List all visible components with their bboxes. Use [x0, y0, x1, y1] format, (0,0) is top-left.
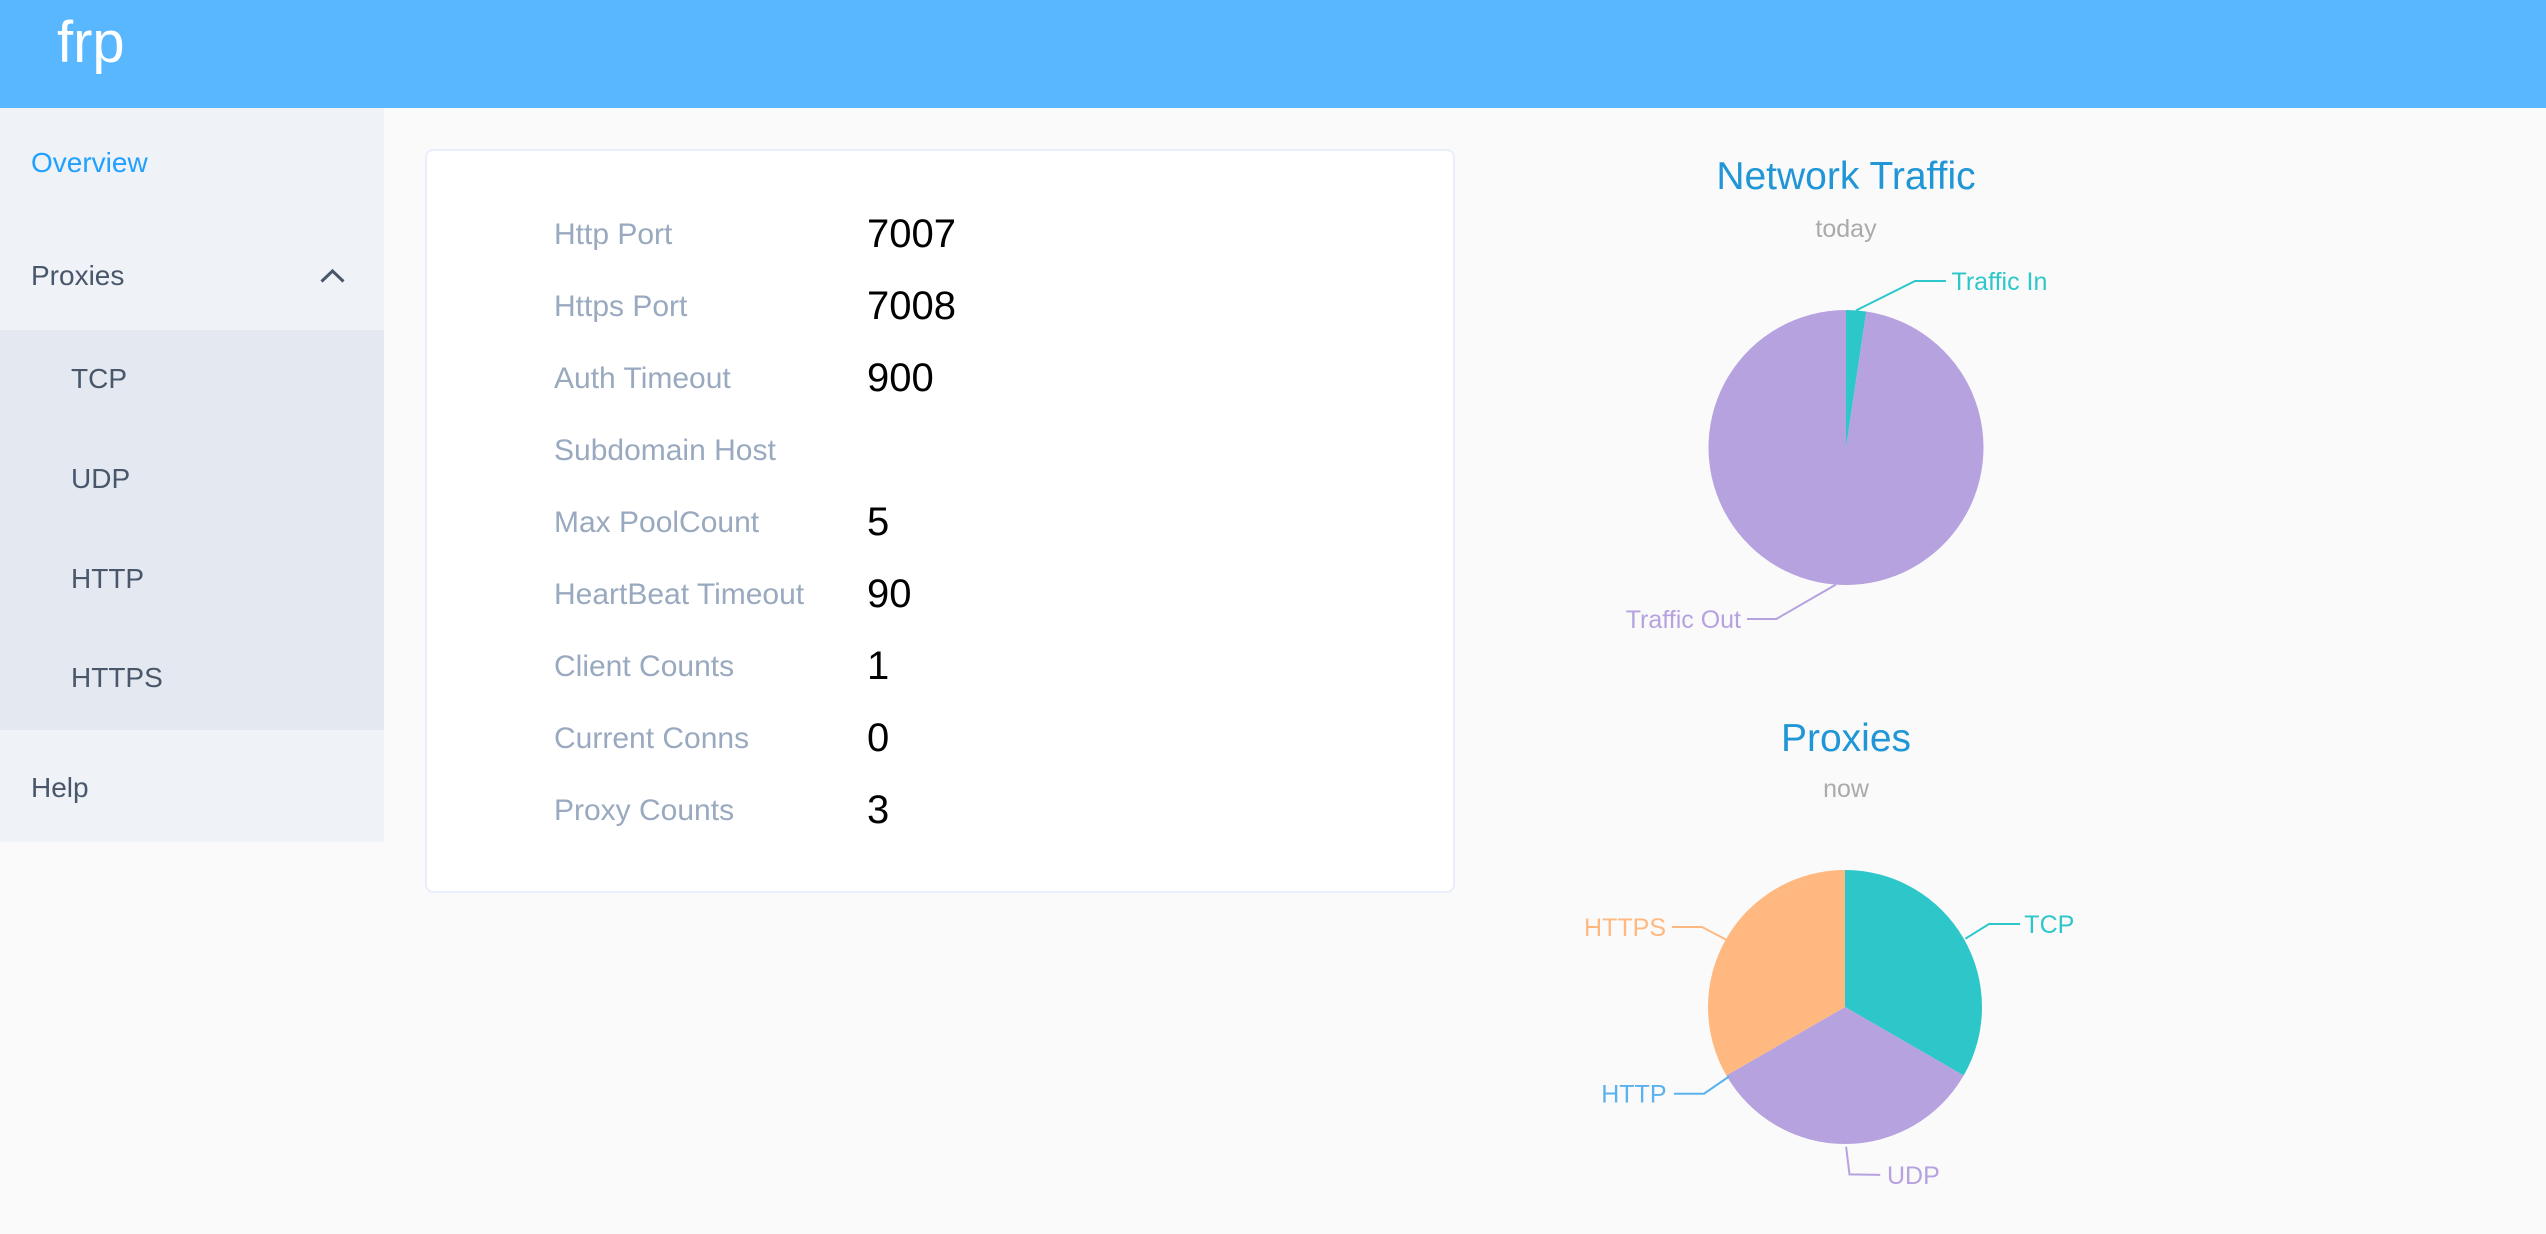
svg-text:Traffic Out: Traffic Out [1626, 606, 1741, 634]
svg-text:UDP: UDP [1887, 1162, 1940, 1190]
svg-text:today: today [1815, 215, 1877, 243]
svg-text:now: now [1823, 775, 1870, 803]
svg-text:Traffic In: Traffic In [1952, 268, 2048, 296]
svg-text:Network Traffic: Network Traffic [1716, 155, 1975, 198]
svg-text:TCP: TCP [2024, 911, 2074, 939]
svg-text:Proxies: Proxies [1781, 717, 1911, 760]
svg-text:HTTPS: HTTPS [1584, 914, 1666, 942]
svg-text:HTTP: HTTP [1601, 1081, 1666, 1109]
